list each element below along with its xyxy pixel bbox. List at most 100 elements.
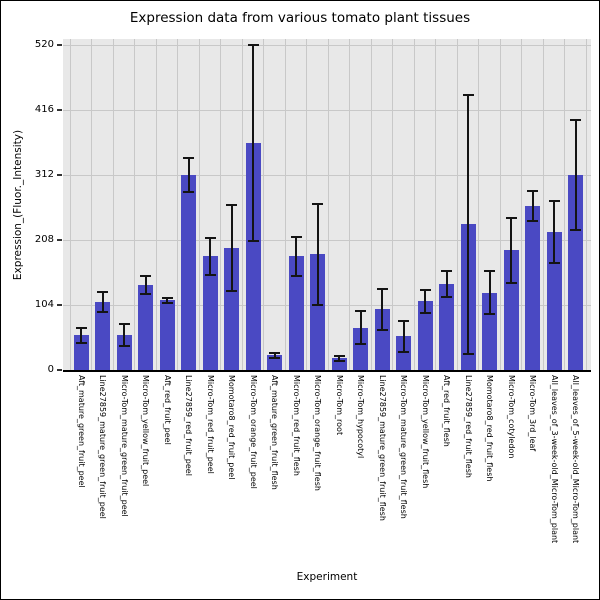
- error-bar-cap: [419, 289, 431, 291]
- error-bar-cap: [312, 202, 323, 205]
- error-bar-cap: [398, 350, 409, 353]
- error-bar-cap: [118, 344, 130, 347]
- x-tick-label: Momotaro8_red_fruit_flesh: [485, 375, 494, 482]
- error-bar-cap: [570, 119, 581, 121]
- bar: [267, 355, 282, 370]
- error-bar-cap: [269, 356, 280, 359]
- x-tick-label: Momotaro8_red_fruit_peel: [227, 375, 236, 480]
- vertical-gridline: [263, 39, 265, 370]
- error-bar-cap: [505, 281, 517, 284]
- x-axis-label: Experiment: [296, 571, 358, 583]
- error-bar-cap: [333, 354, 345, 357]
- error-bar: [424, 290, 426, 313]
- vertical-gridline: [413, 39, 415, 370]
- y-tick-label: 312: [34, 169, 54, 180]
- bar: [202, 256, 218, 370]
- x-tick-label: Micro-Tom_orange_fruit_peel: [248, 375, 258, 489]
- y-tick-label: 104: [34, 299, 54, 310]
- x-tick-label: Micro-Tom_root: [334, 375, 344, 436]
- error-bar-cap: [355, 342, 366, 345]
- bar: [374, 309, 390, 370]
- error-bar-cap: [548, 262, 560, 265]
- error-bar-cap: [376, 329, 388, 331]
- x-tick-label: Line27859_red_fruit_flesh: [463, 375, 473, 478]
- error-bar: [101, 291, 104, 312]
- error-bar: [166, 297, 168, 303]
- bar: [525, 206, 540, 370]
- error-bar-cap: [548, 199, 560, 202]
- vertical-gridline: [177, 39, 179, 370]
- error-bar-cap: [247, 44, 259, 46]
- error-bar: [316, 203, 319, 305]
- bar: [417, 301, 433, 370]
- vertical-gridline: [349, 39, 351, 370]
- vertical-gridline: [370, 39, 372, 370]
- error-bar-cap: [226, 204, 237, 206]
- vertical-gridline: [306, 39, 308, 370]
- error-bar-cap: [570, 229, 581, 231]
- error-bar-cap: [484, 269, 495, 272]
- error-bar-cap: [398, 319, 409, 322]
- error-bar-cap: [441, 269, 452, 272]
- vertical-gridline: [134, 39, 136, 370]
- error-bar: [553, 200, 555, 264]
- x-tick-label: Aft_red_fruit_flesh: [442, 375, 451, 447]
- error-bar-cap: [527, 190, 538, 193]
- y-axis-label: Expression_(Fluor._Intensity): [12, 129, 24, 281]
- error-bar: [144, 276, 147, 294]
- vertical-gridline: [69, 39, 71, 370]
- bar: [331, 358, 347, 370]
- plot-area: [63, 39, 591, 370]
- x-tick-label: Micro-Tom_yellow_fruit_peel: [141, 375, 150, 487]
- error-bar: [252, 45, 254, 242]
- error-bar: [488, 270, 491, 315]
- vertical-gridline: [284, 39, 286, 370]
- error-bar-cap: [75, 341, 87, 344]
- error-bar: [381, 288, 383, 330]
- x-tick-label: Micro-Tom_yellow_fruit_flesh: [420, 375, 430, 489]
- y-tick-mark: [57, 109, 62, 111]
- horizontal-gridline: [63, 44, 591, 46]
- error-bar: [531, 191, 534, 222]
- error-bar: [338, 355, 340, 361]
- y-tick-label: 416: [34, 104, 54, 115]
- x-tick-label: Micro-Tom_red_fruit_peel: [205, 375, 215, 474]
- x-tick-label: Aft_mature_green_fruit_peel: [76, 375, 86, 488]
- horizontal-gridline: [63, 174, 591, 176]
- error-bar-cap: [505, 216, 517, 219]
- x-tick-label: Micro-Tom_hypocotyl: [356, 375, 365, 459]
- error-bar-cap: [269, 351, 280, 354]
- x-tick-label: Micro-Tom_red_fruit_flesh: [291, 375, 301, 476]
- error-bar-cap: [441, 295, 452, 298]
- bar: [138, 285, 153, 370]
- y-tick-mark: [57, 174, 62, 176]
- x-tick-label: Line27859_red_fruit_peel: [184, 375, 193, 476]
- error-bar-cap: [333, 359, 345, 362]
- x-tick-label: Aft_red_fruit_peel: [162, 375, 172, 445]
- error-bar-cap: [161, 296, 173, 299]
- error-bar: [230, 205, 233, 292]
- error-bar: [123, 324, 125, 346]
- error-bar-cap: [290, 235, 302, 238]
- horizontal-gridline: [63, 239, 591, 241]
- error-bar: [574, 120, 577, 230]
- vertical-gridline: [220, 39, 222, 370]
- x-tick-label: Micro-Tom_cotyledon: [506, 375, 516, 459]
- x-tick-label: All_leaves_of_5-week-old_Micro-Tom_plant: [571, 375, 580, 544]
- horizontal-gridline: [63, 109, 591, 111]
- vertical-gridline: [327, 39, 329, 370]
- bar: [224, 248, 239, 370]
- error-bar-cap: [484, 313, 495, 316]
- vertical-gridline: [112, 39, 114, 370]
- bar: [95, 301, 110, 370]
- bar: [288, 256, 304, 370]
- error-bar: [187, 158, 190, 192]
- x-tick-label: Aft_mature_green_fruit_flesh: [270, 375, 279, 490]
- error-bar-cap: [140, 292, 151, 295]
- error-bar-cap: [97, 310, 108, 313]
- error-bar: [510, 217, 512, 283]
- x-tick-label: Micro-Tom_3rd_leaf: [528, 375, 537, 452]
- error-bar: [467, 95, 469, 354]
- error-bar: [80, 327, 82, 343]
- error-bar: [295, 236, 297, 276]
